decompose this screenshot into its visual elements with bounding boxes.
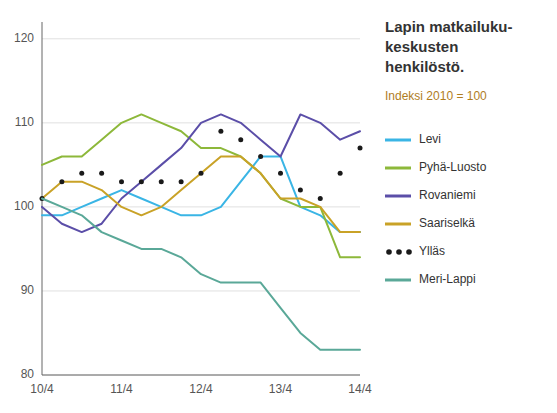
series-point (119, 179, 124, 184)
legend: Levi Pyhä-Luosto Rovaniemi Saariselkä Ylläs M… (385, 132, 487, 286)
grid-line (42, 38, 360, 39)
y-tick-label: 80 (21, 367, 35, 381)
y-tick-label: 90 (21, 283, 35, 297)
x-tick-label: 12/4 (189, 382, 213, 396)
grid-line (42, 290, 360, 291)
legend-marker (385, 195, 411, 198)
subtitle: Indeksi 2010 = 100 (385, 89, 487, 103)
y-tick-label: 110 (15, 115, 34, 129)
legend-marker (385, 279, 411, 282)
x-tick-label: 11/4 (110, 382, 133, 396)
series-point (298, 188, 303, 193)
x-tick-label: 10/4 (30, 382, 54, 396)
series-point (278, 171, 283, 176)
legend-marker (385, 139, 411, 142)
title: Lapin matkailuku- (385, 18, 513, 35)
y-tick-label: 120 (14, 31, 34, 45)
series-point (258, 154, 263, 159)
series-point (199, 171, 204, 176)
series-point (159, 179, 164, 184)
series-point (218, 129, 223, 134)
legend-label: Saariselkä (419, 216, 475, 230)
series-point (99, 171, 104, 176)
series-point (79, 171, 84, 176)
series-point (59, 179, 64, 184)
legend-label: Rovaniemi (419, 188, 476, 202)
legend-marker (386, 249, 392, 255)
y-tick-label: 100 (14, 199, 34, 213)
title: keskusten (385, 38, 458, 55)
legend-label: Meri-Lappi (419, 272, 476, 286)
legend-label: Levi (419, 132, 441, 146)
series-point (338, 171, 343, 176)
series-point (179, 179, 184, 184)
legend-marker (385, 167, 411, 170)
x-tick-label: 14/4 (348, 382, 372, 396)
legend-label: Ylläs (419, 244, 445, 258)
x-tick-label: 13/4 (269, 382, 293, 396)
series-line (42, 114, 360, 257)
grid (42, 39, 360, 375)
series-point (238, 137, 243, 142)
series-point (139, 179, 144, 184)
series-line (42, 114, 360, 232)
legend-marker (385, 223, 411, 226)
series-line (42, 199, 360, 350)
grid-line (42, 375, 360, 376)
series-point (318, 196, 323, 201)
legend-marker (396, 249, 402, 255)
x-axis (42, 375, 360, 376)
series-group (40, 114, 363, 349)
series-point (358, 146, 363, 151)
chart: 80 90 100 110 120 10/4 11/4 12/4 13/4 14/4 Lapin m… (0, 0, 557, 413)
legend-label: Pyhä-Luosto (419, 160, 487, 174)
title: henkilöstö. (385, 58, 464, 75)
legend-marker (406, 249, 412, 255)
